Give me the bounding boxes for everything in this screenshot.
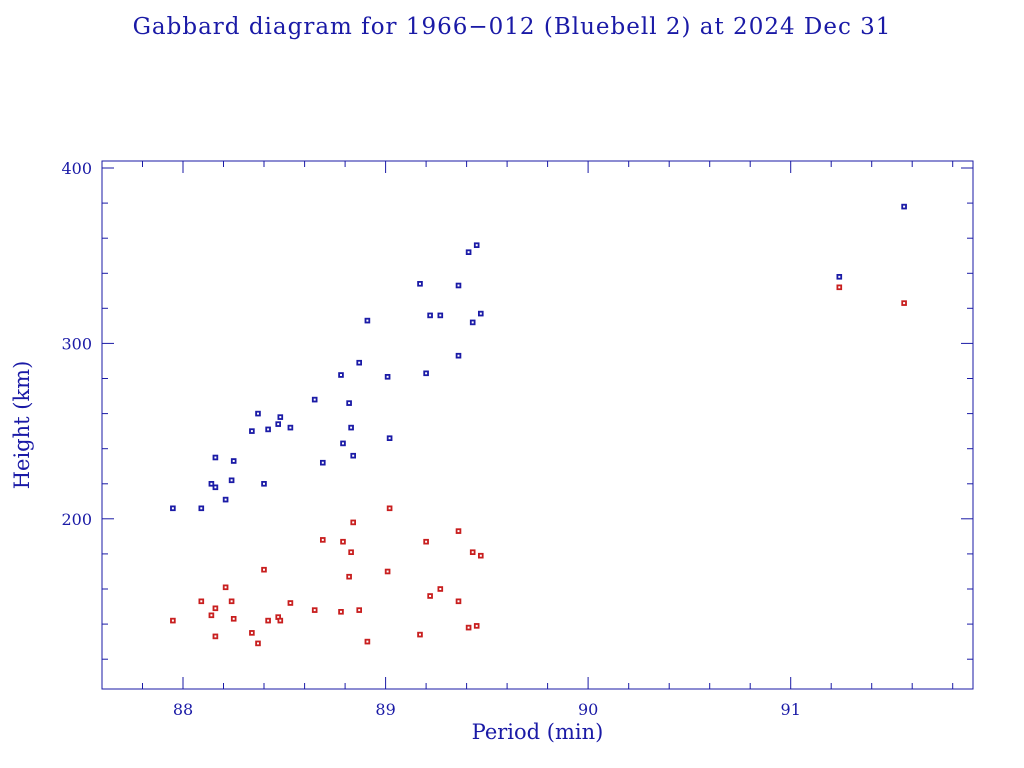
x-tick-label: 89 bbox=[375, 700, 395, 719]
data-point-center bbox=[340, 610, 342, 613]
data-point-center bbox=[313, 609, 316, 612]
y-axis-label: Height (km) bbox=[10, 361, 34, 490]
x-tick-label: 88 bbox=[173, 700, 193, 719]
data-point-center bbox=[250, 430, 253, 433]
data-point-center bbox=[903, 205, 906, 208]
data-point-center bbox=[429, 314, 432, 317]
data-point-center bbox=[471, 321, 474, 324]
data-point-center bbox=[232, 617, 235, 620]
data-point-center bbox=[838, 286, 841, 289]
data-point-center bbox=[263, 482, 265, 485]
chart-title: Gabbard diagram for 1966−012 (Bluebell 2… bbox=[132, 14, 892, 40]
data-point-center bbox=[479, 554, 482, 557]
data-point-center bbox=[366, 640, 369, 643]
data-point-center bbox=[439, 314, 442, 317]
data-point-center bbox=[313, 398, 316, 401]
data-point-center bbox=[366, 319, 369, 322]
data-point-center bbox=[250, 631, 253, 634]
data-point-center bbox=[210, 614, 213, 617]
data-point-center bbox=[263, 568, 265, 571]
data-point-center bbox=[232, 460, 235, 462]
data-point-center bbox=[224, 498, 227, 501]
data-point-center bbox=[352, 521, 355, 524]
data-point-center bbox=[200, 507, 203, 510]
data-point-center bbox=[457, 530, 460, 533]
data-point-center bbox=[210, 482, 213, 485]
data-point-center bbox=[214, 456, 217, 459]
data-point-center bbox=[388, 437, 391, 440]
tick-labels: 88 89 90 91 200 300 400 bbox=[61, 159, 800, 719]
data-point-center bbox=[457, 600, 460, 603]
data-point-center bbox=[279, 619, 282, 622]
data-point-center bbox=[425, 540, 428, 543]
data-point-center bbox=[171, 507, 174, 510]
y-tick-label: 200 bbox=[61, 510, 92, 529]
data-point-center bbox=[342, 442, 344, 445]
data-point-center bbox=[214, 607, 217, 610]
data-point-center bbox=[348, 575, 351, 578]
data-points bbox=[170, 203, 907, 647]
plot-frame bbox=[101, 160, 974, 690]
data-point-center bbox=[358, 609, 361, 612]
data-point-center bbox=[475, 244, 478, 247]
data-point-center bbox=[471, 551, 474, 554]
data-point-center bbox=[342, 540, 344, 543]
data-point-center bbox=[467, 626, 470, 629]
data-point-center bbox=[257, 412, 259, 415]
data-point-center bbox=[457, 284, 460, 287]
data-point-center bbox=[358, 361, 361, 364]
data-point-center bbox=[277, 616, 280, 619]
data-point-center bbox=[214, 635, 217, 638]
y-tick-label: 300 bbox=[61, 334, 92, 353]
data-point-center bbox=[386, 375, 389, 378]
data-point-center bbox=[425, 372, 428, 375]
data-point-center bbox=[289, 426, 292, 429]
data-point-center bbox=[321, 538, 324, 541]
axis-ticks bbox=[101, 161, 973, 689]
data-point-center bbox=[257, 642, 259, 645]
data-point-center bbox=[277, 423, 280, 426]
data-point-center bbox=[475, 624, 478, 627]
data-point-center bbox=[388, 507, 391, 510]
y-tick-label: 400 bbox=[61, 159, 92, 178]
data-point-center bbox=[419, 633, 421, 636]
data-point-center bbox=[267, 428, 270, 431]
data-point-center bbox=[903, 302, 906, 305]
x-tick-label: 90 bbox=[578, 700, 598, 719]
data-point-center bbox=[352, 454, 355, 457]
data-point-center bbox=[419, 282, 421, 285]
data-point-center bbox=[457, 354, 460, 357]
x-tick-label: 91 bbox=[781, 700, 801, 719]
data-point-center bbox=[321, 461, 324, 464]
x-axis-label: Period (min) bbox=[472, 720, 604, 744]
data-point-center bbox=[479, 312, 482, 315]
data-point-center bbox=[230, 479, 233, 482]
data-point-center bbox=[224, 586, 227, 589]
data-point-center bbox=[350, 551, 353, 554]
data-point-center bbox=[267, 619, 270, 622]
data-point-center bbox=[279, 416, 282, 419]
data-point-center bbox=[289, 602, 292, 604]
data-point-center bbox=[350, 426, 353, 429]
data-point-center bbox=[340, 374, 342, 376]
data-point-center bbox=[200, 600, 203, 603]
data-point-center bbox=[386, 570, 389, 573]
data-point-center bbox=[467, 251, 470, 254]
data-point-center bbox=[429, 595, 432, 597]
data-point-center bbox=[838, 275, 841, 278]
data-point-center bbox=[230, 600, 233, 603]
data-point-center bbox=[214, 486, 217, 489]
data-point-center bbox=[171, 619, 174, 622]
data-point-center bbox=[348, 402, 351, 405]
data-point-center bbox=[439, 588, 442, 590]
